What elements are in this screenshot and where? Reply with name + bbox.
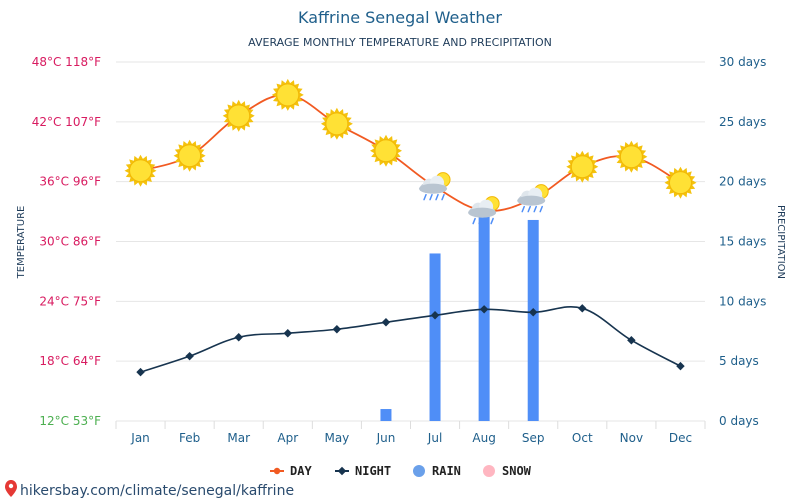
legend-marker [273,467,281,475]
legend-marker [337,466,347,476]
legend-item-day[interactable]: DAY [270,464,312,478]
chart-title: Kaffrine Senegal Weather [298,8,502,27]
y-tick-label-right: 10 days [719,294,766,308]
night-line [140,305,681,373]
x-tick-label: Jun [376,431,396,445]
night-point [381,318,391,327]
x-gridlines [115,421,706,429]
legend-item-snow[interactable]: SNOW [483,464,532,478]
night-point [627,335,636,345]
y-tick-label-right: 30 days [719,55,766,69]
rain-bar [380,409,392,421]
legend-item-rain[interactable]: RAIN [413,464,461,478]
y-axis-label-right: PRECIPITATION [775,205,786,279]
y-tick-label-left: 12°C 53°F [39,414,101,428]
night-point [283,329,293,338]
sun-icon [222,99,255,132]
sun-icon [173,139,206,172]
y-tick-label-left: 24°C 75°F [39,294,101,308]
x-tick-label: Mar [227,431,250,445]
legend-label: NIGHT [355,464,391,478]
x-tick-label: Nov [620,431,643,445]
sun-icon [271,78,304,111]
night-point [234,332,243,342]
sun-icon [566,150,599,183]
sun-icon [124,154,157,187]
chart-subtitle: AVERAGE MONTHLY TEMPERATURE AND PRECIPIT… [248,36,552,49]
y-tick-label-right: 5 days [719,354,759,368]
day-line [140,94,681,212]
night-point [676,361,685,371]
cloud-rain-icon [517,184,549,213]
x-tick-label: Oct [572,431,593,445]
x-tick-label: May [324,431,349,445]
sun-icon [320,107,353,140]
legend-item-night[interactable]: NIGHT [335,464,391,478]
location-pin-icon [5,480,17,497]
night-point [528,308,538,317]
night-point [136,367,145,377]
y-tick-label-left: 42°C 107°F [32,115,101,129]
y-tick-label-left: 36°C 96°F [39,175,101,189]
night-point [479,305,489,314]
day-icons [124,78,697,225]
rain-bar [478,215,490,421]
sun-icon [664,166,697,199]
source-link[interactable]: hikersbay.com/climate/senegal/kaffrine [20,483,294,499]
sun-icon [615,140,648,173]
x-tick-label: Jul [427,431,442,445]
night-point [578,304,587,313]
legend-marker [483,465,495,477]
night-point [185,351,194,361]
y-tick-label-right: 25 days [719,115,766,129]
rain-bars [380,215,539,421]
y-tick-label-right: 20 days [719,175,766,189]
x-tick-label: Jan [130,431,150,445]
source-attribution[interactable]: hikersbay.com/climate/senegal/kaffrine [5,480,294,499]
y-axis-label-left: TEMPERATURE [16,206,27,280]
y-tick-label-right: 0 days [719,414,759,428]
cloud-rain-icon [468,196,500,225]
x-tick-label: Aug [472,431,495,445]
night-point [332,325,342,334]
y-tick-label-right: 15 days [719,235,766,249]
gridlines [116,61,705,422]
x-tick-label: Feb [179,431,200,445]
y-tick-label-left: 30°C 86°F [39,235,101,249]
legend-marker [413,465,425,477]
legend-label: DAY [290,464,312,478]
legend-label: RAIN [432,464,461,478]
x-tick-label: Apr [277,431,298,445]
left-axis-ticks: 48°C 118°F 42°C 107°F 36°C 96°F 30°C 86°F 24… [32,55,101,428]
x-tick-label: Sep [522,431,545,445]
rain-bar [429,253,441,421]
right-axis-ticks: 30 days 25 days 20 days 15 days 10 days 5 day… [719,55,766,428]
legend: DAY NIGHT RAIN SNOW [270,464,532,478]
cloud-rain-icon [419,172,451,201]
x-axis-ticks: Jan Feb Mar Apr May Jun Jul Aug Sep Oct Nov Dec [130,431,692,445]
x-tick-label: Dec [669,431,692,445]
sun-icon [370,134,402,167]
night-points [136,304,685,377]
night-point [430,311,440,320]
y-tick-label-left: 48°C 118°F [32,55,101,69]
legend-label: SNOW [502,464,532,478]
y-tick-label-left: 18°C 64°F [39,354,101,368]
rain-bar [527,219,539,421]
